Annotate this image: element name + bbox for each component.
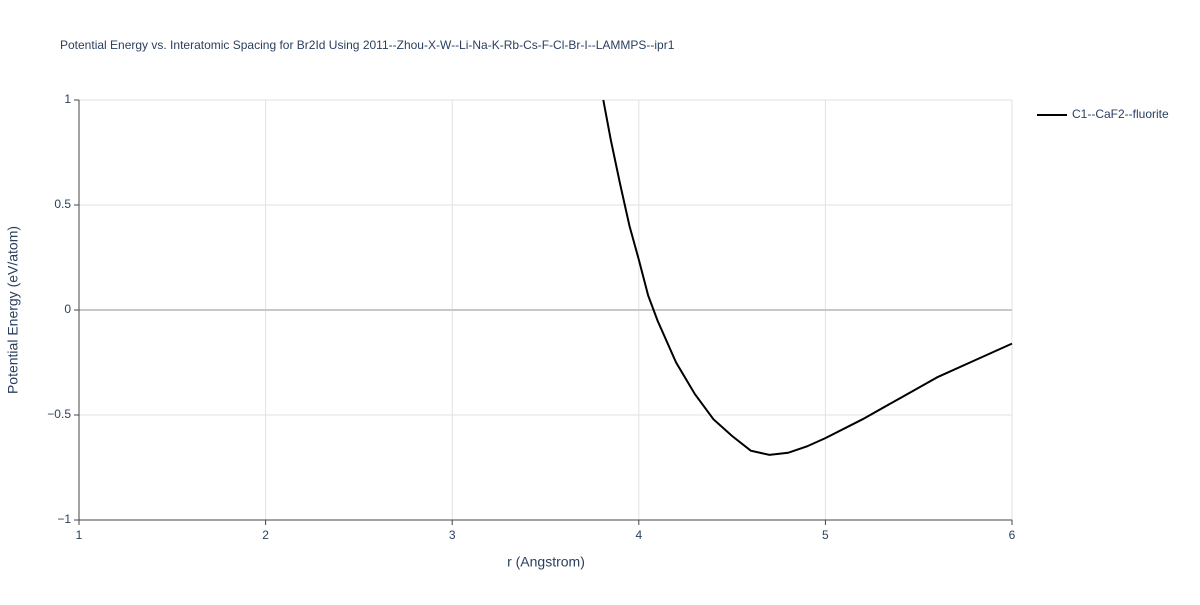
legend-label: C1--CaF2--fluorite <box>1072 107 1169 121</box>
data-line <box>602 99 1013 456</box>
x-tick-label: 2 <box>262 528 269 542</box>
x-tick-label: 4 <box>635 528 642 542</box>
y-tick-label: 0 <box>64 302 71 316</box>
y-tick-label: −1 <box>57 512 71 526</box>
x-axis-label: r (Angstrom) <box>507 554 585 570</box>
x-tick-label: 1 <box>76 528 83 542</box>
x-tick-label: 5 <box>822 528 829 542</box>
chart-title: Potential Energy vs. Interatomic Spacing… <box>60 38 675 52</box>
y-tick-label: −0.5 <box>47 407 71 421</box>
y-axis-label: Potential Energy (eV/atom) <box>5 226 21 394</box>
x-tick-label: 6 <box>1009 528 1016 542</box>
y-tick-label: 0.5 <box>54 197 71 211</box>
y-tick-label: 1 <box>64 92 71 106</box>
x-tick-label: 3 <box>449 528 456 542</box>
